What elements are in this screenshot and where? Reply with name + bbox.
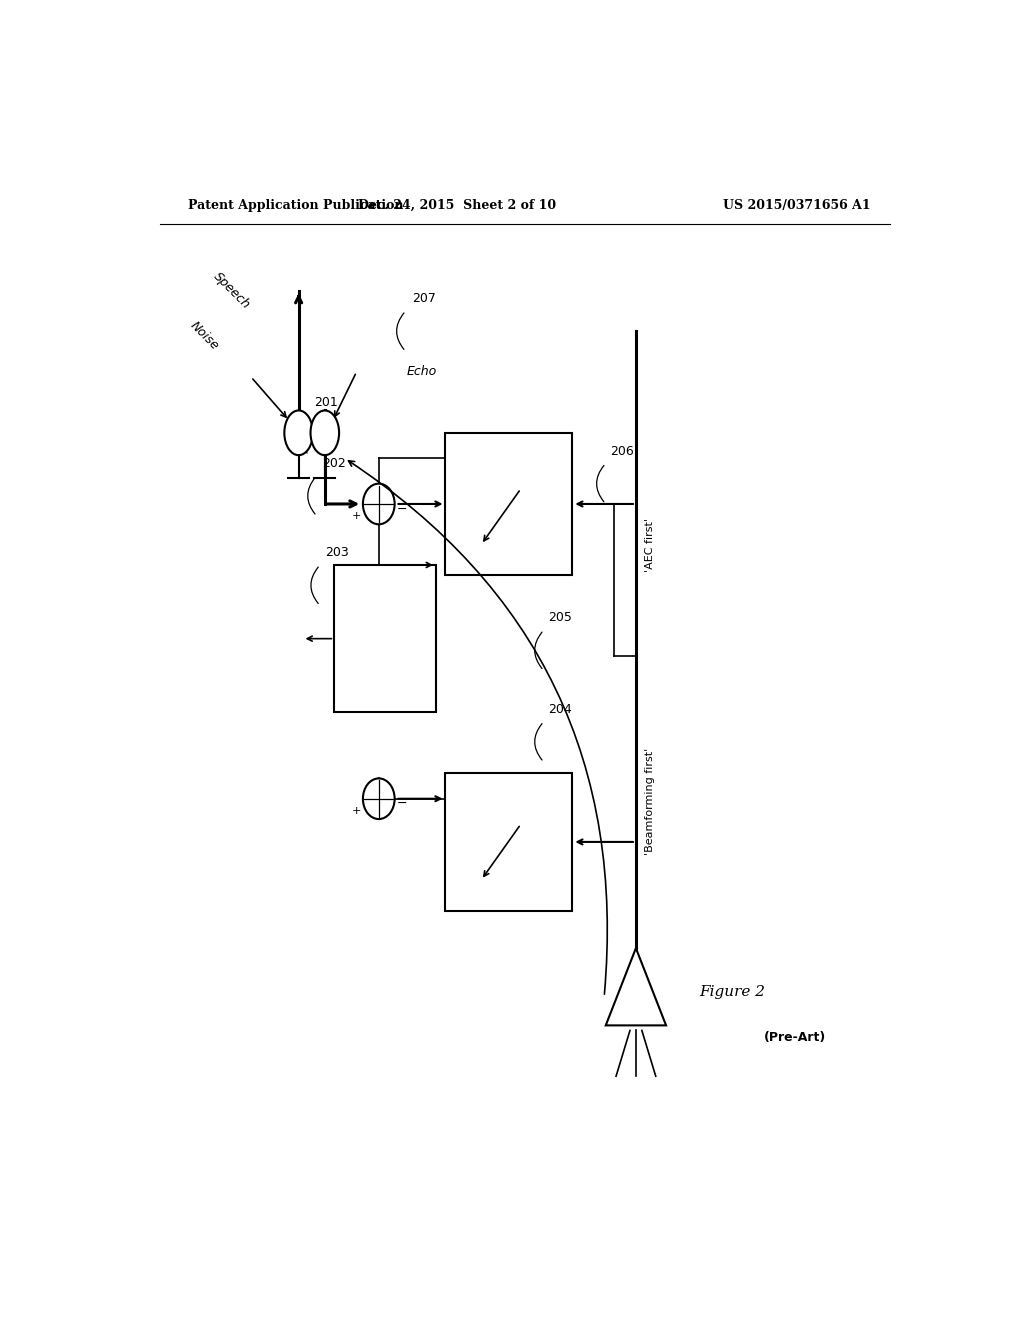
Text: Speech: Speech [211,269,253,312]
Text: Beamforming: Beamforming [347,652,423,661]
Text: $\mathbf{H}$(n): $\mathbf{H}$(n) [496,525,522,539]
Text: Echo: Echo [407,366,437,379]
Text: Patent Application Publication: Patent Application Publication [187,199,403,213]
Bar [334,565,436,713]
Text: +: + [352,807,361,816]
Text: 204: 204 [549,702,572,715]
Text: Adaptive: Adaptive [360,615,410,626]
Text: Acoustic Echo: Acoustic Echo [470,807,548,817]
Text: −: − [397,503,408,516]
Circle shape [362,779,394,818]
Text: Noise: Noise [187,319,221,354]
Text: −: − [397,797,408,810]
Polygon shape [606,948,666,1026]
Text: 'AEC first': 'AEC first' [645,517,655,572]
FancyArrowPatch shape [348,461,607,994]
Text: Figure 2: Figure 2 [699,985,765,999]
Text: Dec. 24, 2015  Sheet 2 of 10: Dec. 24, 2015 Sheet 2 of 10 [358,199,556,213]
Text: Canceller: Canceller [482,496,536,507]
Text: +: + [352,511,361,521]
Text: 201: 201 [314,396,338,409]
Text: h(n): h(n) [498,866,520,875]
Text: 206: 206 [610,445,634,458]
Text: Acoustic Echo: Acoustic Echo [470,469,548,478]
Bar [445,774,572,911]
Text: 202: 202 [322,457,345,470]
Ellipse shape [310,411,339,455]
Text: Canceller: Canceller [482,834,536,845]
Text: (Pre-Art): (Pre-Art) [764,1031,825,1044]
Bar [445,433,572,576]
Text: 'Beamforming first': 'Beamforming first' [645,747,655,855]
Circle shape [362,483,394,524]
Text: US 2015/0371656 A1: US 2015/0371656 A1 [723,199,870,213]
Text: 203: 203 [325,546,348,560]
Ellipse shape [285,411,313,455]
Text: 207: 207 [412,292,436,305]
Text: 205: 205 [549,611,572,624]
